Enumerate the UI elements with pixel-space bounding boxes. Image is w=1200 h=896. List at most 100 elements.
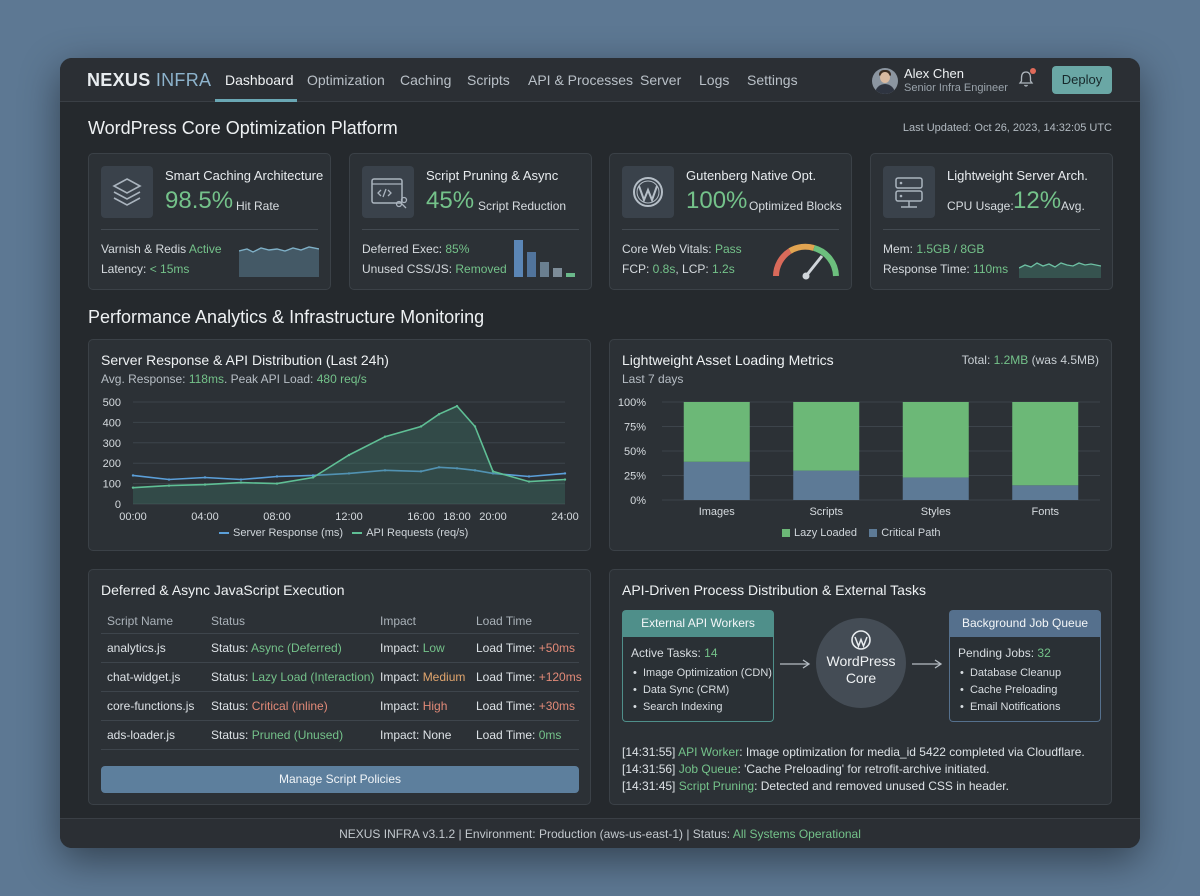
table-row-name[interactable]: ads-loader.js bbox=[107, 728, 176, 742]
tab-caching[interactable]: Caching bbox=[400, 72, 452, 88]
user-name[interactable]: Alex Chen bbox=[904, 66, 964, 81]
deploy-button[interactable]: Deploy bbox=[1052, 66, 1112, 94]
y-tick-label: 25% bbox=[624, 471, 646, 483]
y-tick-label: 400 bbox=[103, 417, 121, 429]
kpi-title: Script Pruning & Async bbox=[426, 168, 559, 183]
kpi-value-suffix: Script Reduction bbox=[478, 199, 567, 213]
kpi-value: 45% bbox=[426, 187, 475, 214]
server-icon bbox=[883, 166, 935, 218]
kpi-value: 100% bbox=[686, 187, 748, 214]
x-tick-label: 00:00 bbox=[119, 511, 147, 523]
api-workers-box: Active Tasks: 14 • Image Optimization (C… bbox=[622, 637, 774, 722]
asset-chart-plot[interactable]: 0% 25% 50% 75% 100% Images Scripts Styles Fonts bbox=[610, 340, 1113, 552]
kpi-line-1: Deferred Exec: 85% bbox=[362, 242, 470, 256]
x-tick-label: Fonts bbox=[1031, 506, 1059, 518]
wordpress-icon bbox=[622, 166, 674, 218]
response-chart-plot[interactable]: 0 100 200 300 400 500 00:00 04:00 08:00 12:00 16:0… bbox=[89, 340, 592, 552]
asset-chart-card: Lightweight Asset Loading Metrics Last 7… bbox=[609, 339, 1112, 551]
data-point bbox=[419, 425, 423, 428]
data-point bbox=[527, 480, 531, 483]
kpi-title: Smart Caching Architecture bbox=[165, 168, 324, 183]
data-point bbox=[311, 476, 315, 479]
worker-list: • Image Optimization (CDN) • Data Sync (… bbox=[633, 665, 772, 716]
kpi-line-2: Response Time: 110ms bbox=[883, 262, 1009, 276]
table-row-name[interactable]: analytics.js bbox=[107, 641, 166, 655]
web-vitals-gauge bbox=[773, 243, 839, 280]
chart-subtitle: Avg. Response: 118ms. Peak API Load: 480… bbox=[101, 372, 367, 386]
data-point bbox=[473, 425, 477, 428]
bar-segment bbox=[1012, 402, 1079, 486]
x-tick-label: Scripts bbox=[809, 506, 843, 518]
kpi-card-caching[interactable]: Smart Caching Architecture 98.5% Hit Rat… bbox=[88, 153, 331, 290]
bell-icon[interactable] bbox=[1018, 70, 1034, 88]
api-workers-header[interactable]: External API Workers bbox=[622, 610, 774, 637]
tab-scripts[interactable]: Scripts bbox=[467, 72, 510, 88]
table-row-name[interactable]: chat-widget.js bbox=[107, 670, 181, 684]
tab-optimization[interactable]: Optimization bbox=[307, 72, 385, 88]
kpi-card-scripts[interactable]: Script Pruning & Async 45% Script Reduct… bbox=[349, 153, 592, 290]
table-title: Deferred & Async JavaScript Execution bbox=[101, 582, 345, 598]
y-tick-label: 100 bbox=[103, 479, 121, 491]
y-tick-label: 0 bbox=[115, 499, 121, 511]
x-tick-label: 18:00 bbox=[443, 511, 471, 523]
table-row-name[interactable]: core-functions.js bbox=[107, 699, 195, 713]
asset-total: Total: 1.2MB (was 4.5MB) bbox=[961, 353, 1099, 367]
kpi-line-1: Varnish & Redis Active bbox=[101, 242, 222, 256]
log-line: [14:31:56] Job Queue: 'Cache Preloading'… bbox=[622, 762, 990, 776]
data-point bbox=[311, 474, 315, 477]
col-impact[interactable]: Impact bbox=[380, 614, 417, 628]
table-row-impact: Impact: None bbox=[380, 728, 452, 742]
x-tick-label: 24:00 bbox=[551, 511, 579, 523]
y-tick-label: 500 bbox=[103, 397, 121, 409]
kpi-title: Lightweight Server Arch. bbox=[947, 168, 1088, 183]
data-point bbox=[167, 484, 171, 487]
table-row-status: Status: Pruned (Unused) bbox=[211, 728, 344, 742]
bar-segment bbox=[683, 461, 750, 500]
job-queue-header[interactable]: Background Job Queue bbox=[949, 610, 1101, 637]
bar-segment bbox=[1012, 485, 1079, 500]
col-status[interactable]: Status bbox=[211, 614, 246, 628]
data-point bbox=[275, 482, 279, 485]
kpi-value-suffix: Hit Rate bbox=[236, 199, 280, 213]
manage-script-policies-button[interactable]: Manage Script Policies bbox=[101, 766, 579, 793]
kpi-line-2: FCP: 0.8s, LCP: 1.2s bbox=[622, 262, 735, 276]
kpi-card-gutenberg[interactable]: Gutenberg Native Opt. 100% Optimized Blo… bbox=[609, 153, 852, 290]
y-tick-label: 100% bbox=[618, 397, 646, 409]
script-reduction-bars bbox=[514, 240, 575, 277]
tab-settings[interactable]: Settings bbox=[747, 72, 798, 88]
y-tick-label: 0% bbox=[630, 495, 646, 507]
chart-title: Lightweight Asset Loading Metrics bbox=[622, 352, 834, 368]
active-tasks: Active Tasks: 14 bbox=[631, 646, 718, 660]
col-script-name[interactable]: Script Name bbox=[107, 614, 174, 628]
asset-legend: Lazy Loaded Critical Path bbox=[782, 527, 941, 539]
tab-logs[interactable]: Logs bbox=[699, 72, 730, 88]
user-role: Senior Infra Engineer bbox=[904, 82, 1008, 94]
list-item: • Search Indexing bbox=[633, 701, 723, 713]
tab-api-processes[interactable]: API & Processes bbox=[528, 72, 634, 88]
table-row-time: Load Time: +50ms bbox=[476, 641, 576, 655]
avatar[interactable] bbox=[872, 68, 898, 94]
code-scissors-icon bbox=[362, 166, 414, 218]
col-load-time[interactable]: Load Time bbox=[476, 614, 533, 628]
data-point bbox=[437, 466, 441, 469]
list-item: • Database Cleanup bbox=[960, 667, 1062, 679]
core-label: WordPress Core bbox=[826, 653, 896, 686]
server-sparkline bbox=[1019, 262, 1101, 278]
kpi-card-server[interactable]: Lightweight Server Arch. CPU Usage: 12% … bbox=[870, 153, 1113, 290]
table-row-impact: Impact: Medium bbox=[380, 670, 466, 684]
table-row-time: Load Time: +30ms bbox=[476, 699, 576, 713]
kpi-line-2: Latency: < 15ms bbox=[101, 262, 190, 276]
active-tab-indicator bbox=[215, 99, 297, 102]
x-tick-label: 16:00 bbox=[407, 511, 435, 523]
data-point bbox=[347, 472, 351, 475]
bar-segment bbox=[902, 402, 969, 478]
logo[interactable]: NEXUS INFRA bbox=[87, 70, 211, 91]
wordpress-core-node[interactable]: WordPress Core bbox=[816, 618, 906, 708]
tab-dashboard[interactable]: Dashboard bbox=[225, 72, 294, 88]
y-tick-label: 300 bbox=[103, 438, 121, 450]
tab-server[interactable]: Server bbox=[640, 72, 682, 88]
pending-jobs: Pending Jobs: 32 bbox=[958, 646, 1051, 660]
kpi-value: 98.5% bbox=[165, 187, 234, 214]
logo-main: NEXUS bbox=[87, 70, 151, 90]
response-legend: Server Response (ms) API Requests (req/s… bbox=[219, 527, 468, 539]
